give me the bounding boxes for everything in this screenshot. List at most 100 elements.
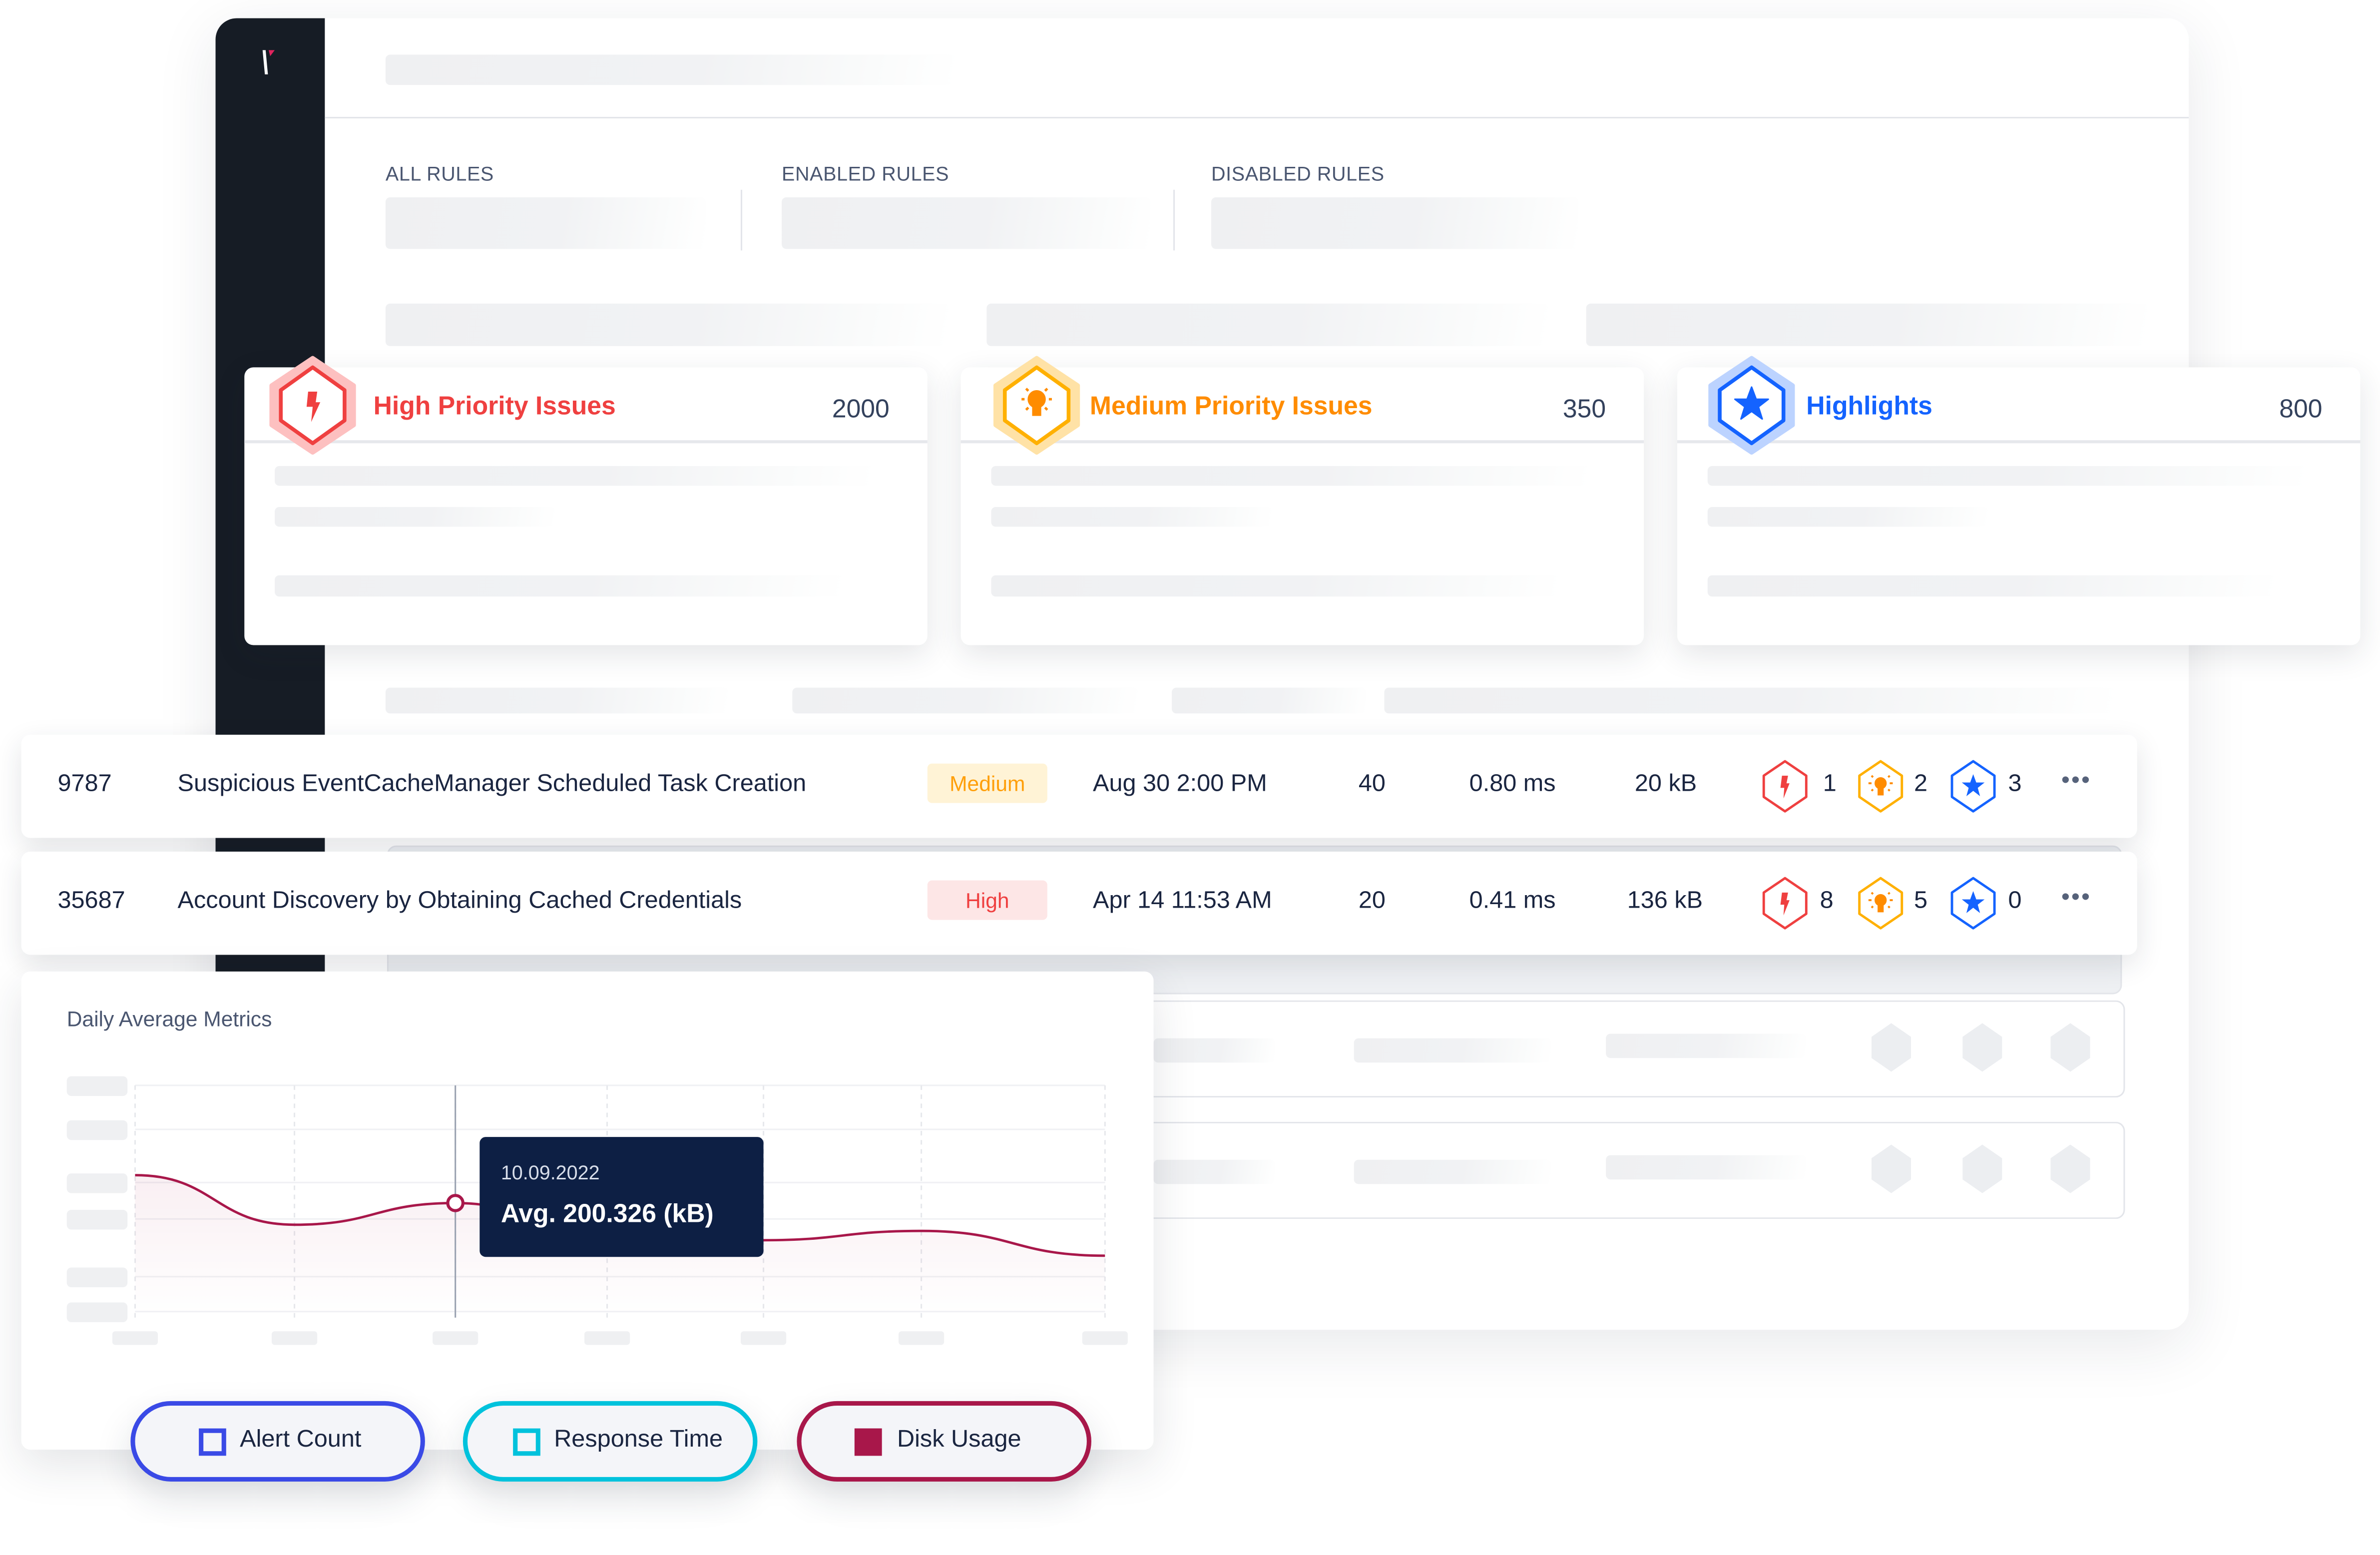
highlights-card[interactable]: Highlights 800	[1677, 356, 2361, 645]
y-tick-label-skeleton	[66, 1210, 128, 1230]
tooltip-value: Avg. 200.326 (kB)	[500, 1199, 714, 1228]
highlights-count: 0	[2008, 888, 2022, 914]
lightbulb-hex-icon	[993, 356, 1080, 455]
enabled-rules-label: ENABLED RULES	[782, 162, 950, 185]
tooltip-date: 10.09.2022	[500, 1161, 600, 1184]
y-tick-label-skeleton	[66, 1302, 128, 1322]
rule-date: Apr 14 11:53 AM	[1093, 888, 1272, 914]
placeholder-hex-icon	[1871, 1144, 1911, 1193]
card-title: Medium Priority Issues	[1089, 392, 1373, 421]
enabled-rules-value-skeleton	[782, 197, 1151, 249]
y-tick-label-skeleton	[66, 1267, 128, 1287]
divider	[1173, 189, 1175, 251]
severity-badge: High	[927, 880, 1047, 920]
lightbulb-hex-icon	[1858, 877, 1904, 930]
rule-name[interactable]: Suspicious EventCacheManager Scheduled T…	[177, 771, 807, 797]
skeleton-bar	[275, 466, 875, 486]
card-count: 800	[2279, 395, 2323, 424]
skeleton-bar	[986, 303, 1548, 346]
placeholder-hex-icon	[1962, 1023, 2002, 1072]
more-options-button[interactable]: •••	[2061, 768, 2092, 794]
lightning-hex-icon	[269, 356, 356, 455]
lightning-hex-icon	[1762, 760, 1808, 813]
skeleton-bar	[385, 687, 729, 714]
legend-label: Disk Usage	[897, 1427, 1021, 1453]
legend-label: Alert Count	[240, 1427, 362, 1453]
card-title: Highlights	[1806, 392, 1932, 421]
card-title: High Priority Issues	[373, 392, 616, 421]
table-row[interactable]: 9787 Suspicious EventCacheManager Schedu…	[21, 734, 2137, 838]
y-tick-label-skeleton	[66, 1120, 128, 1140]
table-row[interactable]: 35687 Account Discovery by Obtaining Cac…	[21, 851, 2137, 955]
skeleton-bar	[1606, 1155, 1807, 1180]
skeleton-bar	[1707, 575, 2277, 597]
rule-time: 0.41 ms	[1469, 888, 1556, 914]
card-header	[244, 367, 928, 444]
high-count: 8	[1820, 888, 1834, 914]
lightning-hex-icon	[1762, 877, 1808, 930]
y-tick-label-skeleton	[66, 1173, 128, 1193]
skeleton-bar	[1354, 1159, 1551, 1184]
legend-response-time-toggle[interactable]: Response Time	[463, 1401, 758, 1482]
severity-badge: Medium	[927, 763, 1047, 803]
skeleton-bar	[1153, 1038, 1275, 1063]
skeleton-bar	[792, 687, 1139, 714]
skeleton-bar	[1153, 1159, 1275, 1184]
placeholder-hex-icon	[1871, 1023, 1911, 1072]
legend-label: Response Time	[554, 1427, 723, 1453]
more-options-button[interactable]: •••	[2061, 885, 2092, 911]
skeleton-bar	[275, 507, 556, 527]
checkbox-icon	[199, 1428, 226, 1456]
rule-name[interactable]: Account Discovery by Obtaining Cached Cr…	[177, 888, 742, 914]
divider	[740, 189, 743, 251]
rule-size: 136 kB	[1627, 888, 1703, 914]
y-tick-label-skeleton	[66, 1076, 128, 1096]
chart-tooltip: 10.09.2022 Avg. 200.326 (kB)	[479, 1137, 764, 1257]
skeleton-bar	[1354, 1038, 1551, 1063]
skeleton-bar	[1384, 687, 2118, 714]
all-rules-label: ALL RULES	[385, 162, 494, 185]
x-tick-label-skeleton	[899, 1331, 945, 1345]
star-hex-icon	[1708, 356, 1795, 455]
high-count: 1	[1823, 771, 1837, 797]
medium-count: 2	[1914, 771, 1928, 797]
skeleton-row	[1153, 1000, 2125, 1098]
legend-alert-count-toggle[interactable]: Alert Count	[130, 1401, 425, 1482]
medium-count: 5	[1914, 888, 1928, 914]
logo-icon[interactable]	[261, 50, 279, 76]
card-header	[960, 367, 1644, 444]
rule-date: Aug 30 2:00 PM	[1093, 771, 1267, 797]
x-tick-label-skeleton	[1082, 1331, 1128, 1345]
skeleton-bar	[275, 575, 844, 597]
legend-disk-usage-toggle[interactable]: Disk Usage	[797, 1401, 1091, 1482]
skeleton-bar	[991, 507, 1272, 527]
x-tick-label-skeleton	[112, 1331, 158, 1345]
highlights-count: 3	[2008, 771, 2022, 797]
card-count: 2000	[832, 395, 890, 424]
disabled-rules-label: DISABLED RULES	[1211, 162, 1385, 185]
skeleton-bar	[1707, 507, 1988, 527]
lightbulb-hex-icon	[1858, 760, 1904, 813]
high-priority-card[interactable]: High Priority Issues 2000	[244, 356, 928, 645]
placeholder-hex-icon	[2050, 1144, 2090, 1193]
header-skeleton	[385, 54, 956, 85]
rule-count: 20	[1358, 888, 1386, 914]
x-tick-label-skeleton	[433, 1331, 478, 1345]
medium-priority-card[interactable]: Medium Priority Issues 350	[960, 356, 1644, 645]
all-rules-value-skeleton	[385, 197, 706, 249]
card-count: 350	[1562, 395, 1606, 424]
skeleton-bar	[991, 575, 1560, 597]
rule-time: 0.80 ms	[1469, 771, 1556, 797]
card-header	[1677, 367, 2361, 444]
star-hex-icon	[1950, 760, 1996, 813]
disabled-rules-value-skeleton	[1211, 197, 1579, 249]
skeleton-bar	[991, 466, 1591, 486]
rule-id: 9787	[57, 771, 112, 797]
rule-id: 35687	[57, 888, 125, 914]
rule-count: 40	[1358, 771, 1386, 797]
skeleton-bar	[385, 303, 949, 346]
rule-size: 20 kB	[1634, 771, 1697, 797]
checkbox-checked-icon	[854, 1428, 882, 1456]
header-divider	[325, 116, 2189, 119]
checkbox-icon	[513, 1428, 540, 1456]
